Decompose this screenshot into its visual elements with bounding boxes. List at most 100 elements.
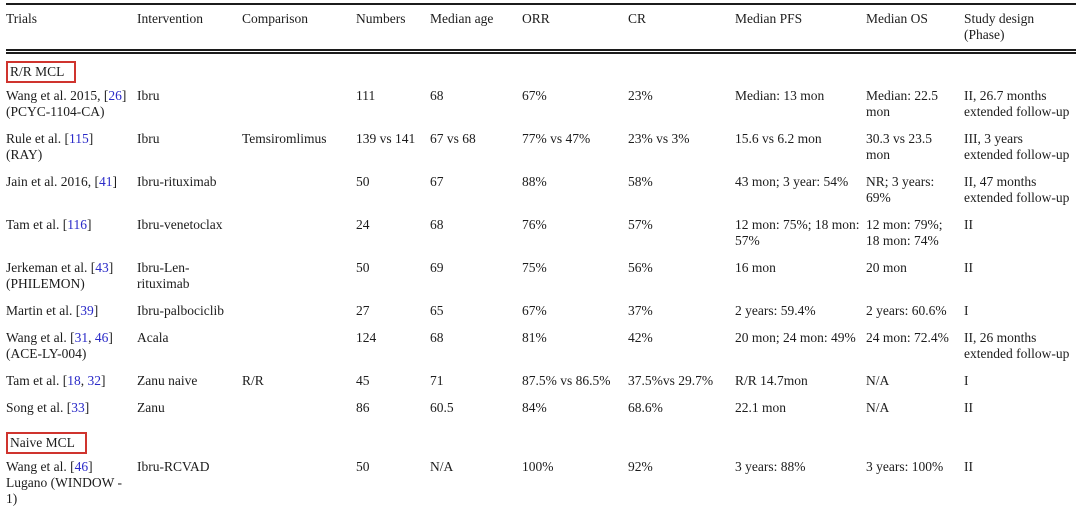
col-header-median-os: Median OS (866, 4, 964, 54)
cell-study-design-phase: II, 26 months extended follow-up (964, 330, 1070, 361)
cell-comparison: Temsiromlimus (242, 131, 327, 146)
cell-median-age: 68 (430, 88, 444, 103)
table-row: Wang et al. [31, 46] (ACE-LY-004) Acala 12… (6, 328, 1076, 371)
cell-study-design-phase: III, 3 years extended follow-up (964, 131, 1070, 162)
cell-numbers: 45 (356, 373, 370, 388)
cell-numbers: 50 (356, 459, 370, 474)
cell-comparison (242, 258, 356, 301)
cell-trials: Wang et al. [46] Lugano (WINDOW - 1) (6, 459, 122, 506)
cell-trials: Rule et al. [115] (RAY) (6, 131, 94, 162)
cell-median-pfs: 43 mon; 3 year: 54% (735, 174, 849, 189)
cell-comparison (242, 301, 356, 328)
cell-intervention: Ibru-palbociclib (137, 303, 224, 318)
cell-orr: 100% (522, 459, 554, 474)
table-row: Rule et al. [115] (RAY) Ibru Temsiromlimus… (6, 129, 1076, 172)
cell-study-design-phase: II (964, 459, 973, 474)
cell-orr: 88% (522, 174, 547, 189)
col-header-comparison: Comparison (242, 4, 356, 54)
cell-orr: 84% (522, 400, 547, 415)
cell-median-os: 24 mon: 72.4% (866, 330, 949, 345)
cell-median-pfs: Median: 13 mon (735, 88, 825, 103)
cell-median-age: 67 vs 68 (430, 131, 476, 146)
table-row: Jerkeman et al. [43] (PHILEMON) Ibru-Len-… (6, 258, 1076, 301)
cell-comparison (242, 172, 356, 215)
cell-median-age: 68 (430, 330, 444, 345)
cell-median-age: N/A (430, 459, 454, 474)
cell-cr: 37.5%vs 29.7% (628, 373, 714, 388)
cell-comparison (242, 398, 356, 425)
table-row: Tam et al. [18, 32] Zanu naive R/R 45 71 87.5… (6, 371, 1076, 398)
cell-orr: 77% vs 47% (522, 131, 591, 146)
section-cell: Naive MCL (6, 425, 1076, 457)
table-row: Wang et al. [46] Lugano (WINDOW - 1) Ibru… (6, 457, 1076, 516)
cell-trials: Tam et al. [116] (6, 217, 92, 232)
cell-median-pfs: R/R 14.7mon (735, 373, 808, 388)
cell-intervention: Ibru-Len-rituximab (137, 260, 190, 291)
cell-numbers: 111 (356, 88, 376, 103)
cell-median-os: NR; 3 years: 69% (866, 174, 935, 205)
cell-study-design-phase: I (964, 303, 969, 318)
table-row: Martin et al. [39] Ibru-palbociclib 27 65 67… (6, 301, 1076, 328)
section-row: Naive MCL (6, 425, 1076, 457)
cell-intervention: Ibru-RCVAD (137, 459, 210, 474)
cell-intervention: Acala (137, 330, 169, 345)
cell-numbers: 50 (356, 260, 370, 275)
cell-study-design-phase: II, 26.7 months extended follow-up (964, 88, 1070, 119)
citation-ref[interactable]: 39 (80, 303, 94, 318)
cell-study-design-phase: II (964, 217, 973, 232)
cell-comparison (242, 457, 356, 516)
citation-ref[interactable]: 46 (74, 459, 89, 474)
cell-intervention: Ibru-venetoclax (137, 217, 223, 232)
cell-orr: 67% (522, 303, 547, 318)
cell-median-pfs: 22.1 mon (735, 400, 787, 415)
cell-trials: Wang et al. [31, 46] (ACE-LY-004) (6, 330, 113, 361)
cell-median-os: 20 mon (866, 260, 907, 275)
cell-trials: Martin et al. [39] (6, 303, 99, 318)
cell-median-os: N/A (866, 400, 890, 415)
cell-orr: 75% (522, 260, 547, 275)
cell-median-os: 30.3 vs 23.5 mon (866, 131, 933, 162)
citation-ref[interactable]: 41 (98, 174, 113, 189)
table-row: Tam et al. [116] Ibru-venetoclax 24 68 76% 57… (6, 215, 1076, 258)
citation-ref[interactable]: 115 (68, 131, 89, 146)
cell-median-age: 71 (430, 373, 444, 388)
cell-cr: 42% (628, 330, 653, 345)
cell-intervention: Ibru (137, 131, 160, 146)
cell-median-pfs: 2 years: 59.4% (735, 303, 816, 318)
citation-ref[interactable]: 43 (95, 260, 109, 275)
cell-numbers: 124 (356, 330, 377, 345)
citation-ref[interactable]: 33 (71, 400, 85, 415)
cell-median-os: Median: 22.5 mon (866, 88, 938, 119)
cell-median-pfs: 20 mon; 24 mon: 49% (735, 330, 856, 345)
cell-comparison (242, 215, 356, 258)
citation-ref[interactable]: 116 (67, 217, 88, 232)
citation-ref[interactable]: 46 (94, 330, 109, 345)
cell-median-os: 2 years: 60.6% (866, 303, 947, 318)
cell-cr: 92% (628, 459, 653, 474)
cell-cr: 58% (628, 174, 653, 189)
cell-cr: 57% (628, 217, 653, 232)
cell-intervention: Zanu (137, 400, 165, 415)
col-header-median-age: Median age (430, 4, 522, 54)
citation-ref[interactable]: 26 (108, 88, 122, 103)
table-header: Trials Intervention Comparison Numbers M… (6, 4, 1076, 54)
section-row: R/R MCL (6, 52, 1076, 87)
cell-cr: 68.6% (628, 400, 663, 415)
cell-intervention: Zanu naive (137, 373, 198, 388)
citation-ref[interactable]: 32 (87, 373, 102, 388)
cell-orr: 81% (522, 330, 547, 345)
cell-median-age: 68 (430, 217, 444, 232)
cell-intervention: Ibru (137, 88, 160, 103)
table-row: Jain et al. 2016, [41] Ibru-rituximab 50 67… (6, 172, 1076, 215)
table-row: Song et al. [33] Zanu 86 60.5 84% 68.6% 22.1 m… (6, 398, 1076, 425)
citation-ref[interactable]: 18 (67, 373, 81, 388)
cell-median-pfs: 12 mon: 75%; 18 mon: 57% (735, 217, 860, 248)
cell-median-os: 3 years: 100% (866, 459, 944, 474)
citation-ref[interactable]: 31 (74, 330, 89, 345)
section-label: R/R MCL (6, 61, 77, 83)
cell-orr: 67% (522, 88, 547, 103)
cell-numbers: 24 (356, 217, 370, 232)
cell-trials: Song et al. [33] (6, 400, 90, 415)
cell-comparison (242, 86, 356, 129)
section-label: Naive MCL (6, 432, 87, 454)
